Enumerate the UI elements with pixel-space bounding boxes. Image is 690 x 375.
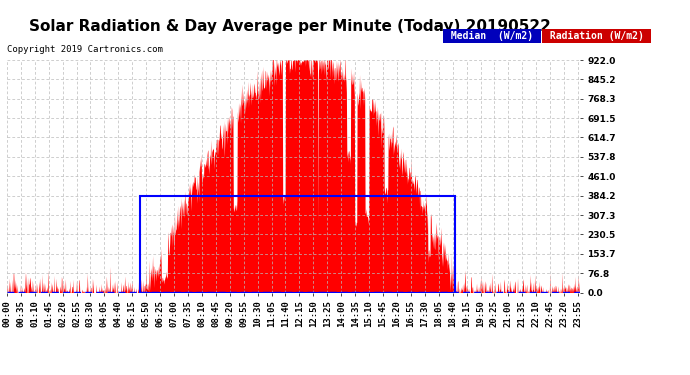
Text: Solar Radiation & Day Average per Minute (Today) 20190522: Solar Radiation & Day Average per Minute… bbox=[29, 19, 551, 34]
Text: Median  (W/m2): Median (W/m2) bbox=[445, 31, 539, 40]
Text: Radiation (W/m2): Radiation (W/m2) bbox=[544, 31, 649, 40]
Text: Copyright 2019 Cartronics.com: Copyright 2019 Cartronics.com bbox=[7, 45, 163, 54]
Bar bbox=[140, 196, 455, 292]
